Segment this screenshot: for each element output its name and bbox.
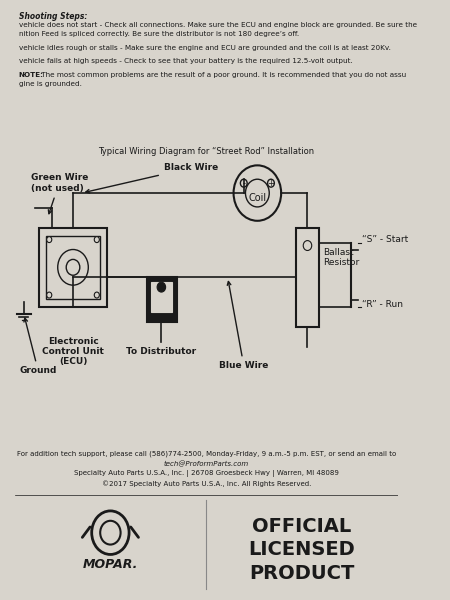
Bar [147, 277, 177, 322]
Text: Typical Wiring Diagram for “Street Rod” Installation: Typical Wiring Diagram for “Street Rod” … [98, 146, 315, 155]
Text: Specialty Auto Parts U.S.A., Inc. | 26708 Groesbeck Hwy | Warren, MI 48089: Specialty Auto Parts U.S.A., Inc. | 2670… [74, 470, 339, 477]
Text: Blue Wire: Blue Wire [219, 281, 269, 370]
Text: Ballast
Resistor: Ballast Resistor [323, 248, 359, 267]
Text: Electronic
Control Unit
(ECU): Electronic Control Unit (ECU) [42, 337, 104, 367]
Text: OFFICIAL
LICENSED
PRODUCT: OFFICIAL LICENSED PRODUCT [248, 517, 355, 583]
Text: For addition tech support, please call (586)774-2500, Monday-Friday, 9 a.m.-5 p.: For addition tech support, please call (… [17, 451, 396, 457]
Text: gine is grounded.: gine is grounded. [18, 81, 81, 87]
Text: -: - [242, 179, 245, 188]
Text: Shooting Steps:: Shooting Steps: [18, 12, 87, 21]
Text: The most common problems are the result of a poor ground. It is recommended that: The most common problems are the result … [39, 72, 406, 78]
Circle shape [240, 179, 247, 187]
Circle shape [234, 166, 281, 221]
Text: “R” - Run: “R” - Run [362, 301, 403, 310]
Circle shape [47, 292, 52, 298]
Text: Black Wire: Black Wire [86, 163, 218, 193]
Circle shape [66, 259, 80, 275]
Bar [39, 228, 107, 307]
Circle shape [92, 511, 129, 554]
Text: Ground: Ground [19, 318, 57, 376]
Circle shape [100, 521, 121, 545]
Text: Green Wire
(not used): Green Wire (not used) [31, 173, 88, 214]
Bar [296, 228, 320, 327]
Text: ©2017 Specialty Auto Parts U.S.A., Inc. All Rights Reserved.: ©2017 Specialty Auto Parts U.S.A., Inc. … [102, 480, 311, 487]
Text: nition Feed is spliced correctly. Be sure the distributor is not 180 degree’s of: nition Feed is spliced correctly. Be sur… [18, 31, 299, 37]
Text: vehicle does not start - Check all connections. Make sure the ECU and engine blo: vehicle does not start - Check all conne… [18, 22, 417, 28]
Text: NOTE:: NOTE: [18, 72, 44, 78]
Text: tech@ProformParts.com: tech@ProformParts.com [164, 460, 249, 467]
Bar [46, 236, 100, 299]
Circle shape [58, 250, 88, 285]
Text: “S” - Start: “S” - Start [362, 235, 408, 244]
Circle shape [157, 282, 166, 292]
Bar [151, 282, 172, 312]
Text: Coil: Coil [248, 193, 266, 203]
Text: vehicle idles rough or stalls - Make sure the engine and ECU are grounded and th: vehicle idles rough or stalls - Make sur… [18, 44, 391, 50]
Text: MOPAR.: MOPAR. [83, 559, 138, 571]
Text: +: + [267, 179, 274, 188]
Circle shape [268, 179, 274, 187]
Text: To Distributor: To Distributor [126, 347, 197, 356]
Text: vehicle fails at high speeds - Check to see that your battery is the required 12: vehicle fails at high speeds - Check to … [18, 58, 352, 64]
Circle shape [245, 179, 269, 207]
Circle shape [94, 236, 99, 242]
Circle shape [47, 236, 52, 242]
Circle shape [94, 292, 99, 298]
Circle shape [303, 241, 312, 250]
